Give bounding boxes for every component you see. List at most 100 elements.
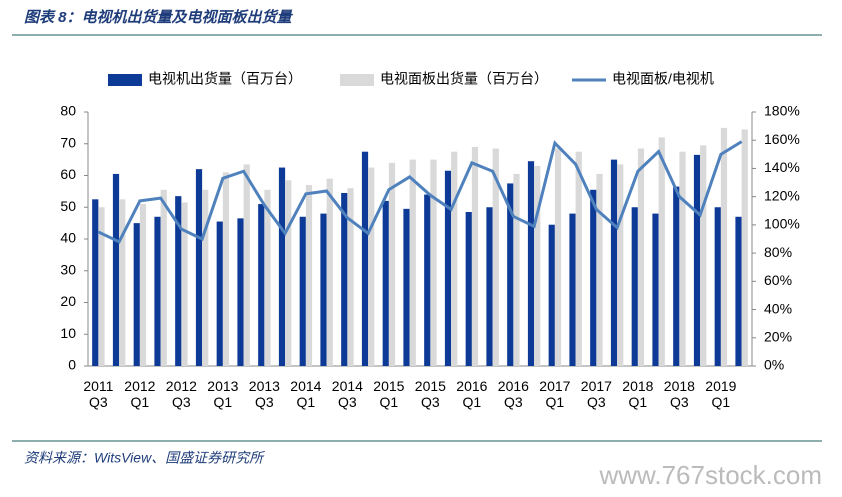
bar	[507, 183, 514, 366]
bar	[741, 129, 748, 366]
bar	[119, 199, 126, 366]
bar	[679, 151, 686, 366]
bar	[575, 151, 582, 366]
bar	[243, 164, 250, 366]
y-tick-label: 20	[60, 293, 76, 309]
y2-tick-label: 180%	[764, 103, 800, 119]
bar	[98, 207, 105, 366]
y2-tick-label: 100%	[764, 216, 800, 232]
bar	[554, 148, 562, 366]
watermark: www.767stock.com	[598, 460, 822, 490]
y2-tick-label: 160%	[764, 131, 800, 147]
bar	[112, 173, 120, 366]
y2-tick-label: 140%	[764, 159, 800, 175]
bar	[216, 221, 223, 366]
x-tick-label: 2014 Q1	[290, 378, 322, 410]
bar	[513, 173, 520, 366]
bar	[195, 169, 203, 366]
x-tick-label: 2012 Q1	[124, 378, 156, 410]
bar	[160, 189, 167, 366]
bar	[658, 137, 665, 366]
legend-label: 电视面板出货量（百万台）	[380, 71, 548, 87]
bar	[409, 159, 416, 366]
x-tick-label: 2013 Q3	[248, 378, 280, 410]
bar	[569, 213, 576, 366]
y-tick-label: 0	[68, 357, 76, 373]
bar	[341, 192, 348, 366]
x-tick-label: 2015 Q1	[373, 378, 405, 410]
bar	[652, 213, 659, 366]
bar	[388, 162, 396, 366]
bar	[222, 172, 230, 366]
bar	[175, 196, 182, 366]
bar	[92, 199, 99, 366]
bar	[471, 146, 479, 366]
x-tick-label: 2018 Q1	[622, 378, 654, 410]
bar	[465, 212, 472, 366]
bar	[326, 178, 333, 366]
bar	[714, 207, 721, 366]
bar	[278, 167, 286, 366]
y2-tick-label: 40%	[764, 300, 792, 316]
bar	[693, 154, 701, 366]
source: 资料来源：WitsView、国盛证券研究所	[24, 450, 265, 466]
bar	[181, 202, 188, 366]
bar	[534, 165, 541, 366]
bar	[347, 188, 354, 366]
y2-tick-label: 120%	[764, 187, 800, 203]
bar	[590, 189, 597, 366]
legend-swatch	[340, 74, 374, 86]
bar	[382, 200, 389, 366]
bar	[637, 148, 645, 366]
bar	[299, 216, 306, 366]
bar	[610, 159, 618, 366]
bar	[285, 180, 292, 366]
bar	[264, 189, 271, 366]
bar	[424, 194, 431, 366]
y-tick-label: 50	[60, 198, 76, 214]
bar	[133, 223, 140, 366]
bar	[548, 224, 555, 366]
bar	[154, 216, 161, 366]
bar	[617, 164, 624, 366]
bar	[451, 151, 458, 366]
x-tick-label: 2019 Q1	[705, 378, 737, 410]
x-tick-label: 2017 Q3	[580, 378, 612, 410]
bar	[361, 151, 369, 366]
bar	[237, 218, 244, 366]
legend-label: 电视机出货量（百万台）	[148, 71, 302, 87]
y2-tick-label: 80%	[764, 244, 792, 260]
bar	[700, 145, 707, 366]
bar	[368, 167, 375, 366]
y2-tick-label: 0%	[764, 357, 784, 373]
chart-title: 图表 8：电视机出货量及电视面板出货量	[24, 8, 294, 26]
bar	[444, 170, 452, 366]
x-tick-label: 2014 Q3	[331, 378, 363, 410]
bar	[320, 213, 327, 366]
ratio-line	[97, 140, 743, 244]
bar	[258, 204, 265, 366]
y2-tick-label: 20%	[764, 328, 792, 344]
x-tick-label: 2012 Q3	[165, 378, 197, 410]
x-tick-label: 2015 Q3	[414, 378, 446, 410]
bar	[486, 207, 493, 366]
y-tick-label: 10	[60, 325, 76, 341]
bar	[139, 204, 147, 366]
bar	[305, 185, 313, 366]
x-tick-label: 2018 Q3	[663, 378, 695, 410]
bar	[202, 189, 209, 366]
bar	[735, 216, 742, 366]
y-tick-label: 60	[60, 166, 76, 182]
x-tick-label: 2013 Q1	[207, 378, 239, 410]
x-tick-label: 2016 Q1	[456, 378, 488, 410]
y-tick-label: 40	[60, 230, 76, 246]
bar	[596, 173, 603, 366]
y-tick-label: 30	[60, 261, 76, 277]
legend-swatch	[108, 74, 142, 86]
bar	[631, 207, 638, 366]
bar	[720, 127, 728, 366]
bar	[403, 208, 410, 366]
x-tick-label: 2016 Q3	[497, 378, 529, 410]
